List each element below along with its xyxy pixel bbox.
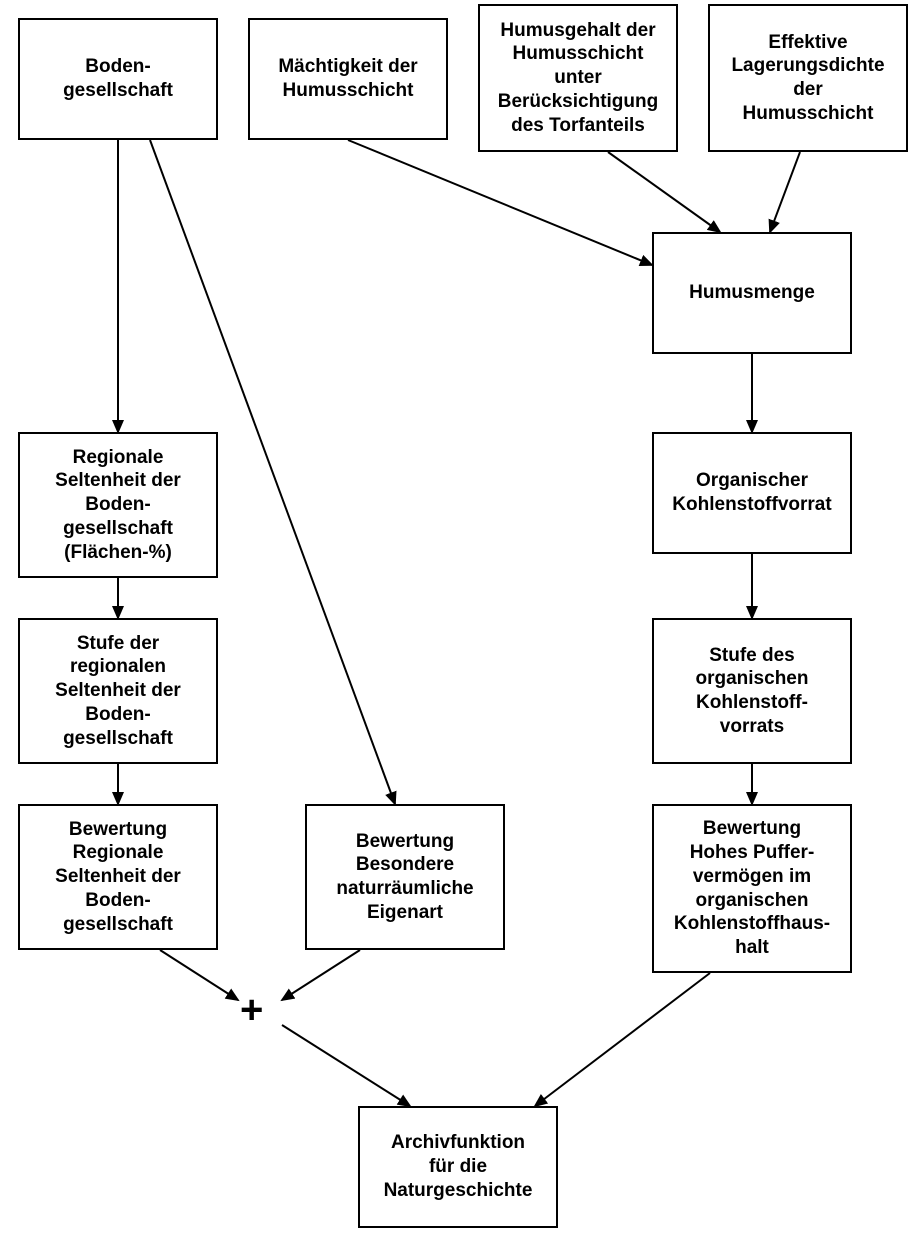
edge-arrow: [348, 140, 652, 265]
node-stufe-regionale-seltenheit: Stufe derregionalenSeltenheit derBoden-g…: [18, 618, 218, 764]
node-bewertung-regionale-seltenheit: BewertungRegionaleSeltenheit derBoden-ge…: [18, 804, 218, 950]
edge-arrow: [282, 1025, 410, 1106]
node-label: BewertungBesonderenaturräumlicheEigenart: [336, 830, 473, 925]
edge-arrow: [160, 950, 238, 1000]
node-humusmenge: Humusmenge: [652, 232, 852, 354]
node-label: Stufe derregionalenSeltenheit derBoden-g…: [55, 632, 181, 751]
node-label: Stufe desorganischenKohlenstoff-vorrats: [696, 644, 809, 739]
node-label: BewertungRegionaleSeltenheit derBoden-ge…: [55, 818, 181, 937]
edge-arrow: [282, 950, 360, 1000]
node-label: OrganischerKohlenstoffvorrat: [672, 469, 831, 517]
node-regionale-seltenheit-flaechen: RegionaleSeltenheit derBoden-gesellschaf…: [18, 432, 218, 578]
node-archivfunktion: Archivfunktionfür dieNaturgeschichte: [358, 1106, 558, 1228]
node-effektive-lagerungsdichte: EffektiveLagerungsdichtederHumusschicht: [708, 4, 908, 152]
node-maechtigkeit-humusschicht: Mächtigkeit derHumusschicht: [248, 18, 448, 140]
node-boden-gesellschaft: Boden-gesellschaft: [18, 18, 218, 140]
node-humusgehalt-torfanteil: Humusgehalt derHumusschichtunterBerücksi…: [478, 4, 678, 152]
edge-arrow: [535, 973, 710, 1106]
edge-arrow: [608, 152, 720, 232]
node-label: BewertungHohes Puffer-vermögen imorganis…: [674, 817, 830, 960]
plus-label: +: [240, 988, 263, 1032]
node-label: RegionaleSeltenheit derBoden-gesellschaf…: [55, 446, 181, 565]
node-stufe-org-kohlenstoffvorrat: Stufe desorganischenKohlenstoff-vorrats: [652, 618, 852, 764]
node-label: Humusmenge: [689, 281, 815, 305]
node-label: Mächtigkeit derHumusschicht: [278, 55, 417, 103]
node-bewertung-besondere-eigenart: BewertungBesonderenaturräumlicheEigenart: [305, 804, 505, 950]
node-organischer-kohlenstoffvorrat: OrganischerKohlenstoffvorrat: [652, 432, 852, 554]
plus-icon: +: [240, 988, 263, 1033]
flowchart-canvas: Boden-gesellschaft Mächtigkeit derHumuss…: [0, 0, 916, 1246]
node-label: Archivfunktionfür dieNaturgeschichte: [384, 1131, 533, 1202]
node-label: Humusgehalt derHumusschichtunterBerücksi…: [498, 19, 658, 138]
node-label: EffektiveLagerungsdichtederHumusschicht: [731, 31, 884, 126]
edge-arrow: [770, 152, 800, 232]
node-bewertung-puffervermoegen: BewertungHohes Puffer-vermögen imorganis…: [652, 804, 852, 973]
node-label: Boden-gesellschaft: [63, 55, 173, 103]
